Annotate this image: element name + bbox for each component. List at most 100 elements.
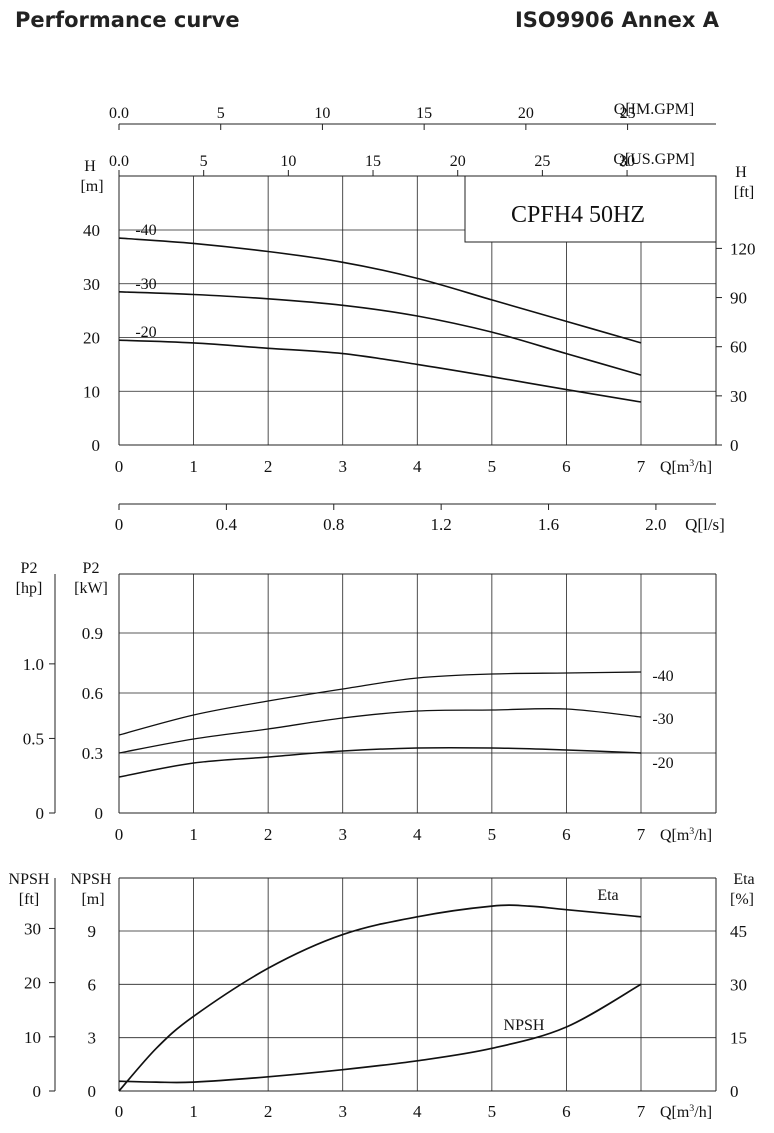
- npsh-ft-tick-label: 0: [33, 1082, 42, 1101]
- head-series-label: -30: [135, 276, 156, 293]
- head-x-tick-label: 6: [562, 457, 571, 476]
- power-x-tick-label: 6: [562, 825, 571, 844]
- npsh-ft-label: NPSH: [9, 871, 50, 888]
- head-ft-label: H: [735, 164, 747, 181]
- head-ft-tick-label: 120: [730, 239, 756, 258]
- npsh-x-label: Q[m3/h]: [660, 1103, 712, 1121]
- power-y-tick-label: 0.9: [82, 624, 103, 643]
- power-y-unit: [kW]: [74, 580, 108, 597]
- us-gpm-tick-label: 20: [450, 153, 466, 170]
- power-x-tick-label: 1: [189, 825, 198, 844]
- npsh-series-label: NPSH: [504, 1017, 545, 1034]
- ls-tick-label: 1.6: [538, 515, 559, 534]
- head-x-tick-label: 2: [264, 457, 273, 476]
- im-gpm-tick-label: 20: [518, 105, 534, 122]
- power-series-line: [118, 707, 642, 754]
- head-x-tick-label: 1: [189, 457, 198, 476]
- us-gpm-tick-label: 0.0: [109, 153, 129, 170]
- power-x-tick-label: 3: [338, 825, 347, 844]
- npsh-x-tick-label: 3: [338, 1102, 347, 1121]
- head-y-tick-label: 30: [83, 275, 100, 294]
- eta-series-line: [118, 904, 642, 1092]
- npsh-y-tick-label: 6: [88, 975, 97, 994]
- us-gpm-tick-label: 25: [534, 153, 550, 170]
- im-gpm-tick-label: 10: [314, 105, 330, 122]
- head-series-line: [118, 339, 642, 403]
- eta-tick-label: 0: [730, 1082, 739, 1101]
- head-x-tick-label: 3: [338, 457, 347, 476]
- npsh-y-tick-label: 9: [88, 922, 97, 941]
- power-x-tick-label: 4: [413, 825, 422, 844]
- npsh-x-tick-label: 1: [189, 1102, 198, 1121]
- npsh-x-tick-label: 7: [637, 1102, 646, 1121]
- npsh-ft-unit: [ft]: [19, 891, 39, 908]
- npsh-x-tick-label: 0: [115, 1102, 124, 1121]
- power-x-label: Q[m3/h]: [660, 826, 712, 844]
- eta-label: Eta: [733, 871, 754, 888]
- npsh-x-tick-label: 2: [264, 1102, 273, 1121]
- head-series-line: [118, 291, 642, 376]
- power-y-tick-label: 0: [95, 804, 104, 823]
- ls-tick-label: 0.8: [323, 515, 344, 534]
- power-series-label: -40: [652, 668, 673, 685]
- head-series-label: -20: [135, 324, 156, 341]
- eta-series-label: Eta: [597, 887, 618, 904]
- head-ft-unit: [ft]: [734, 184, 754, 201]
- npsh-series-line: [118, 983, 642, 1084]
- power-x-tick-label: 5: [488, 825, 497, 844]
- power-x-tick-label: 2: [264, 825, 273, 844]
- head-x-tick-label: 7: [637, 457, 646, 476]
- head-y-tick-label: 0: [92, 436, 101, 455]
- model-label: CPFH4 50HZ: [511, 202, 645, 228]
- npsh-x-tick-label: 5: [488, 1102, 497, 1121]
- im-gpm-tick-label: 5: [217, 105, 225, 122]
- npsh-ft-tick-label: 30: [24, 919, 41, 938]
- us-gpm-tick-label: 5: [200, 153, 208, 170]
- eta-unit: [%]: [730, 891, 754, 908]
- us-gpm-tick-label: 30: [619, 153, 635, 170]
- ls-tick-label: 2.0: [645, 515, 666, 534]
- us-gpm-label: Q[US.GPM]: [613, 151, 694, 168]
- head-y-label: H: [84, 158, 96, 175]
- npsh-ft-tick-label: 10: [24, 1028, 41, 1047]
- npsh-ft-tick-label: 20: [24, 974, 41, 993]
- im-gpm-tick-label: 15: [416, 105, 432, 122]
- head-y-tick-label: 20: [83, 329, 100, 348]
- eta-tick-label: 45: [730, 922, 747, 941]
- power-hp-unit: [hp]: [16, 580, 43, 597]
- us-gpm-tick-label: 10: [280, 153, 296, 170]
- npsh-x-tick-label: 4: [413, 1102, 422, 1121]
- page-title: Performance curve: [15, 8, 240, 32]
- power-y-label: P2: [83, 560, 100, 577]
- ls-tick-label: 1.2: [431, 515, 452, 534]
- power-hp-tick-label: 1.0: [23, 655, 44, 674]
- head-x-tick-label: 5: [488, 457, 497, 476]
- im-gpm-tick-label: 0.0: [109, 105, 129, 122]
- head-y-tick-label: 10: [83, 382, 100, 401]
- power-hp-label: P2: [21, 560, 38, 577]
- head-x-label: Q[m3/h]: [660, 458, 712, 476]
- im-gpm-tick-label: 25: [620, 105, 636, 122]
- power-x-tick-label: 0: [115, 825, 124, 844]
- standard-label: ISO9906 Annex A: [514, 8, 719, 32]
- npsh-y-tick-label: 0: [88, 1082, 97, 1101]
- im-gpm-label: Q[IM.GPM]: [614, 101, 694, 118]
- head-ft-tick-label: 60: [730, 338, 747, 357]
- power-y-tick-label: 0.6: [82, 684, 103, 703]
- power-series-label: -30: [652, 711, 673, 728]
- power-series-label: -20: [652, 755, 673, 772]
- head-y-tick-label: 40: [83, 221, 100, 240]
- eta-tick-label: 30: [730, 975, 747, 994]
- ls-tick-label: 0.4: [216, 515, 238, 534]
- eta-tick-label: 15: [730, 1029, 747, 1048]
- power-series-line: [118, 671, 642, 736]
- head-x-tick-label: 0: [115, 457, 124, 476]
- head-x-tick-label: 4: [413, 457, 422, 476]
- ls-label: Q[l/s]: [685, 515, 725, 534]
- power-y-tick-label: 0.3: [82, 744, 103, 763]
- power-x-tick-label: 7: [637, 825, 646, 844]
- npsh-x-tick-label: 6: [562, 1102, 571, 1121]
- power-series-line: [118, 746, 642, 778]
- npsh-y-label: NPSH: [71, 871, 112, 888]
